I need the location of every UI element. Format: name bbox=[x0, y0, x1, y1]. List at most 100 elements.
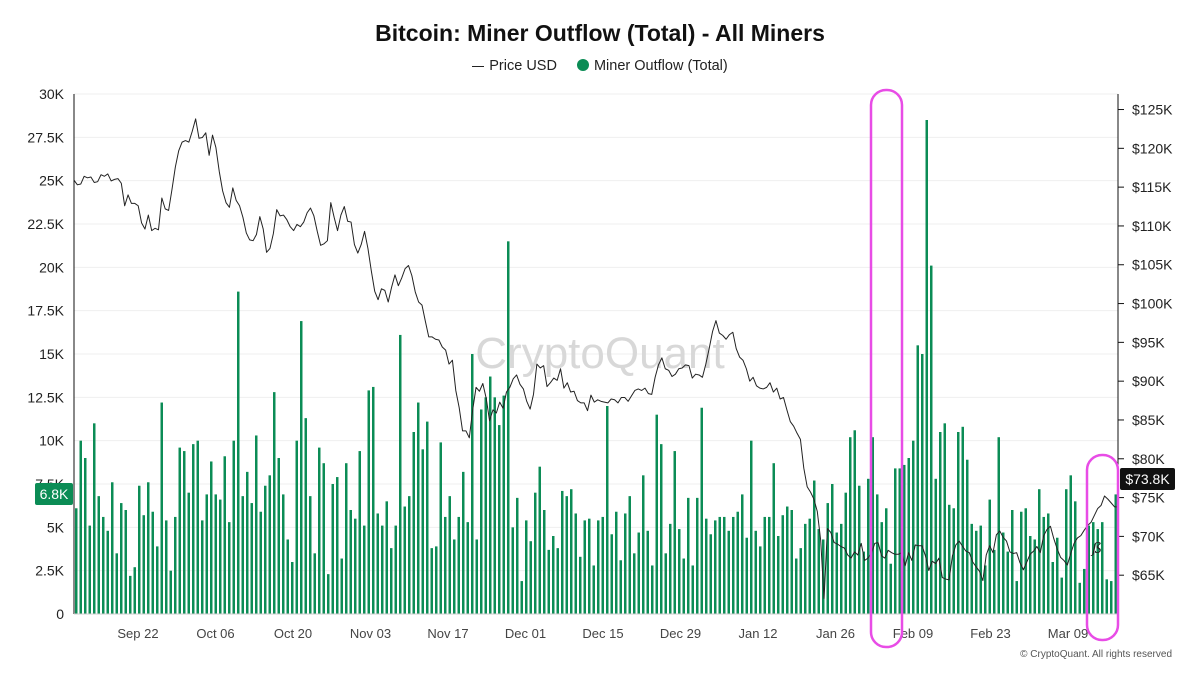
outflow-bar bbox=[1096, 529, 1099, 614]
outflow-bar bbox=[394, 525, 397, 614]
outflow-bar bbox=[358, 451, 361, 614]
outflow-bar bbox=[619, 560, 622, 614]
copyright-credit: © CryptoQuant. All rights reserved bbox=[1020, 649, 1172, 660]
current-outflow-badge bbox=[35, 483, 73, 505]
outflow-bar bbox=[210, 461, 213, 614]
outflow-bar bbox=[876, 494, 879, 614]
outflow-bar bbox=[894, 468, 897, 614]
outflow-bar bbox=[741, 494, 744, 614]
x-tick-label: Nov 03 bbox=[350, 626, 391, 641]
outflow-bar bbox=[1074, 501, 1077, 614]
outflow-bar bbox=[345, 463, 348, 614]
outflow-bar bbox=[1060, 577, 1063, 614]
outflow-bar bbox=[808, 518, 811, 614]
legend-item-price[interactable]: Price USD bbox=[472, 58, 557, 74]
outflow-bar bbox=[102, 516, 105, 614]
outflow-bar bbox=[489, 376, 492, 614]
outflow-bar bbox=[169, 570, 172, 614]
outflow-bar bbox=[727, 530, 730, 614]
outflow-bar bbox=[579, 556, 582, 614]
watermark-text: CryptoQuant bbox=[475, 329, 724, 378]
outflow-bar bbox=[363, 525, 366, 614]
outflow-bar bbox=[484, 397, 487, 614]
svg-text:ß: ß bbox=[1090, 539, 1102, 557]
outflow-bar bbox=[966, 459, 969, 614]
outflow-bar bbox=[1024, 508, 1027, 614]
outflow-bar bbox=[916, 345, 919, 614]
outflow-bar bbox=[624, 513, 627, 614]
outflow-bar bbox=[97, 496, 100, 614]
outflow-bar bbox=[1056, 537, 1059, 614]
outflow-bar bbox=[444, 516, 447, 614]
outflow-bar bbox=[795, 558, 798, 614]
x-tick-label: Nov 17 bbox=[427, 626, 468, 641]
x-tick-label: Sep 22 bbox=[117, 626, 158, 641]
legend-label-price: Price USD bbox=[489, 58, 557, 75]
outflow-bar bbox=[88, 525, 91, 614]
outflow-bar bbox=[313, 553, 316, 614]
right-tick-label: $100K bbox=[1132, 296, 1173, 312]
outflow-bar bbox=[376, 513, 379, 614]
outflow-bar bbox=[700, 407, 703, 614]
outflow-bar bbox=[615, 511, 618, 614]
outflow-bar bbox=[849, 437, 852, 614]
outflow-bar bbox=[871, 437, 874, 614]
legend-item-outflow[interactable]: Miner Outflow (Total) bbox=[576, 58, 728, 74]
outflow-bar bbox=[273, 392, 276, 614]
x-tick-label: Oct 20 bbox=[274, 626, 312, 641]
outflow-bar bbox=[327, 574, 330, 614]
right-tick-label: $125K bbox=[1132, 102, 1173, 118]
outflow-bar bbox=[138, 485, 141, 614]
outflow-bar bbox=[259, 511, 262, 614]
outflow-bar bbox=[174, 516, 177, 614]
outflow-bar bbox=[925, 120, 928, 614]
outflow-bar bbox=[687, 497, 690, 614]
outflow-bar bbox=[1006, 551, 1009, 614]
outflow-bar bbox=[813, 480, 816, 614]
current-price-badge bbox=[1120, 468, 1175, 490]
current-price-label: $73.8K bbox=[1125, 471, 1170, 487]
outflow-bar bbox=[1002, 532, 1005, 614]
outflow-bar bbox=[475, 539, 478, 614]
outflow-bar bbox=[606, 406, 609, 614]
outflow-bar bbox=[282, 494, 285, 614]
outflow-bar bbox=[970, 523, 973, 614]
outflow-bar bbox=[331, 484, 334, 614]
outflow-bar bbox=[115, 553, 118, 614]
outflow-bar bbox=[1011, 510, 1014, 614]
outflow-bar bbox=[898, 468, 901, 614]
outflow-bar bbox=[1065, 489, 1068, 614]
outflow-bar bbox=[786, 506, 789, 614]
outflow-bar bbox=[561, 490, 564, 614]
outflow-bar bbox=[246, 471, 249, 614]
left-tick-label: 17.5K bbox=[27, 303, 64, 319]
logo-icon: ß bbox=[1090, 539, 1102, 557]
outflow-bar bbox=[228, 522, 231, 614]
outflow-bar bbox=[1092, 522, 1095, 614]
outflow-bar bbox=[736, 511, 739, 614]
outflow-bar bbox=[664, 553, 667, 614]
outflow-bar bbox=[462, 471, 465, 614]
chart-title: Bitcoin: Miner Outflow (Total) - All Min… bbox=[375, 20, 825, 46]
outflow-bar bbox=[885, 508, 888, 614]
outflow-bar bbox=[939, 432, 942, 614]
outflow-bar bbox=[493, 397, 496, 614]
x-tick-label: Feb 23 bbox=[970, 626, 1010, 641]
outflow-bar bbox=[642, 475, 645, 614]
outflow-bar bbox=[714, 520, 717, 614]
outflow-bar bbox=[543, 510, 546, 614]
outflow-bar bbox=[1042, 516, 1045, 614]
outflow-bar bbox=[1083, 568, 1086, 614]
outflow-bar bbox=[75, 508, 78, 614]
outflow-bar bbox=[957, 432, 960, 614]
outflow-bar bbox=[430, 548, 433, 614]
outflow-bar bbox=[426, 421, 429, 614]
right-tick-label: $110K bbox=[1132, 218, 1172, 234]
outflow-bar bbox=[948, 504, 951, 614]
outflow-bar bbox=[79, 440, 82, 614]
outflow-bar bbox=[165, 520, 168, 614]
outflow-bar bbox=[241, 496, 244, 614]
outflow-bar bbox=[759, 546, 762, 614]
outflow-bar bbox=[129, 575, 132, 614]
